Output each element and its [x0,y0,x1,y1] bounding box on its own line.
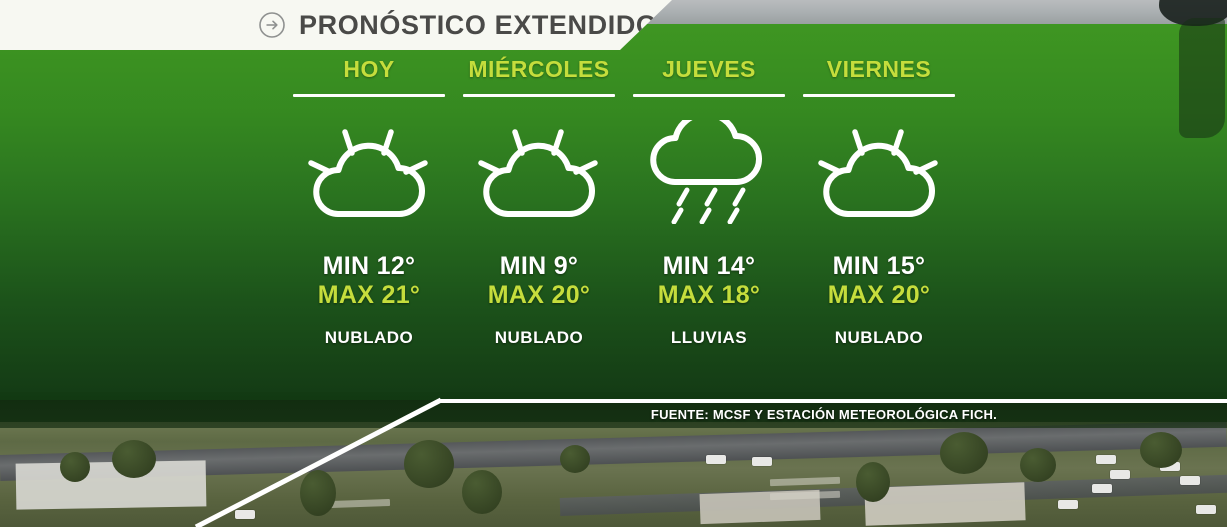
min-temperature: MIN 12° [322,252,416,280]
condition-label: NUBLADO [834,328,924,347]
day-name-label: HOY [343,56,395,82]
tree [1020,448,1056,482]
day-underline [633,94,785,97]
max-temperature: MAX 20° [487,280,591,309]
forecast-columns: HOY MIN 12° MAX 21° NUBLADO [284,56,966,348]
day-underline [803,94,955,97]
condition-label: NUBLADO [494,328,584,347]
building-left [15,460,207,510]
car [706,455,726,464]
temperature-block: MIN 12° MAX 21° [318,252,420,309]
source-band: FUENTE: MCSF Y ESTACIÓN METEOROLÓGICA FI… [0,400,1227,428]
car [1096,455,1116,464]
forecast-day-column[interactable]: HOY MIN 12° MAX 21° NUBLADO [284,56,454,348]
circle-arrow-right-icon [258,11,286,39]
tree [560,445,590,473]
tree [300,470,336,516]
min-temperature: MIN 15° [832,252,926,280]
car [1110,470,1130,479]
car [1180,476,1200,485]
temperature-block: MIN 14° MAX 18° [658,252,760,309]
page-title: PRONÓSTICO EXTENDIDO [299,9,658,40]
tree [940,432,988,474]
source-label: FUENTE: MCSF Y ESTACIÓN METEOROLÓGICA FI… [650,406,997,422]
max-temperature: MAX 18° [657,280,761,309]
car [1196,505,1216,514]
condition-label: NUBLADO [324,328,414,347]
rain-icon [635,120,783,224]
tree [112,440,156,478]
condition-label: LLUVIAS [670,328,748,347]
green-forecast-overlay [0,24,1227,422]
forecast-day-column[interactable]: VIERNES MIN 15° MAX 20° NUBLADO [794,56,964,348]
day-name-label: MIÉRCOLES [468,56,610,82]
car [1058,500,1078,509]
header-panel: PRONÓSTICO EXTENDIDO [0,0,672,50]
temperature-block: MIN 9° MAX 20° [488,252,590,309]
car [1160,462,1180,471]
tree [404,440,454,488]
max-temperature: MAX 21° [317,280,421,309]
partly-cloudy-icon [465,120,613,224]
tree [856,462,890,502]
partly-cloudy-icon [805,120,953,224]
car [752,457,772,466]
min-temperature: MIN 9° [499,252,579,280]
forecast-day-column[interactable]: JUEVES MIN 14° MAX 18° [624,56,794,348]
tree [1140,432,1182,468]
day-underline [463,94,615,97]
station-logo-shadow [1179,18,1225,138]
max-temperature: MAX 20° [827,280,931,309]
temperature-block: MIN 15° MAX 20° [828,252,930,309]
tree [60,452,90,482]
day-underline [293,94,445,97]
car [1092,484,1112,493]
forecast-day-column[interactable]: MIÉRCOLES MIN 9° MAX 20° NUBLADO [454,56,624,348]
day-name-label: VIERNES [826,56,932,82]
min-temperature: MIN 14° [662,252,756,280]
day-name-label: JUEVES [662,56,756,82]
partly-cloudy-icon [295,120,443,224]
car [235,510,255,519]
tree [462,470,502,514]
